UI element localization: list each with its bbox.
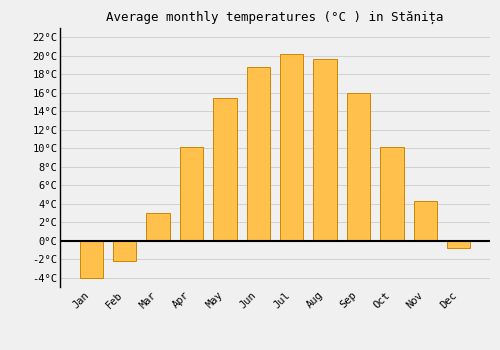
Bar [414, 201, 437, 241]
Bar [347, 93, 370, 241]
Title: Average monthly temperatures (°C ) in Stănița: Average monthly temperatures (°C ) in St… [106, 11, 444, 24]
Bar [80, 241, 103, 278]
Bar [246, 67, 270, 241]
Bar [146, 213, 170, 241]
Bar [213, 98, 236, 241]
Bar [280, 54, 303, 241]
Bar [113, 241, 136, 261]
Bar [380, 147, 404, 241]
Bar [314, 58, 337, 241]
Bar [180, 147, 203, 241]
Bar [447, 241, 470, 248]
